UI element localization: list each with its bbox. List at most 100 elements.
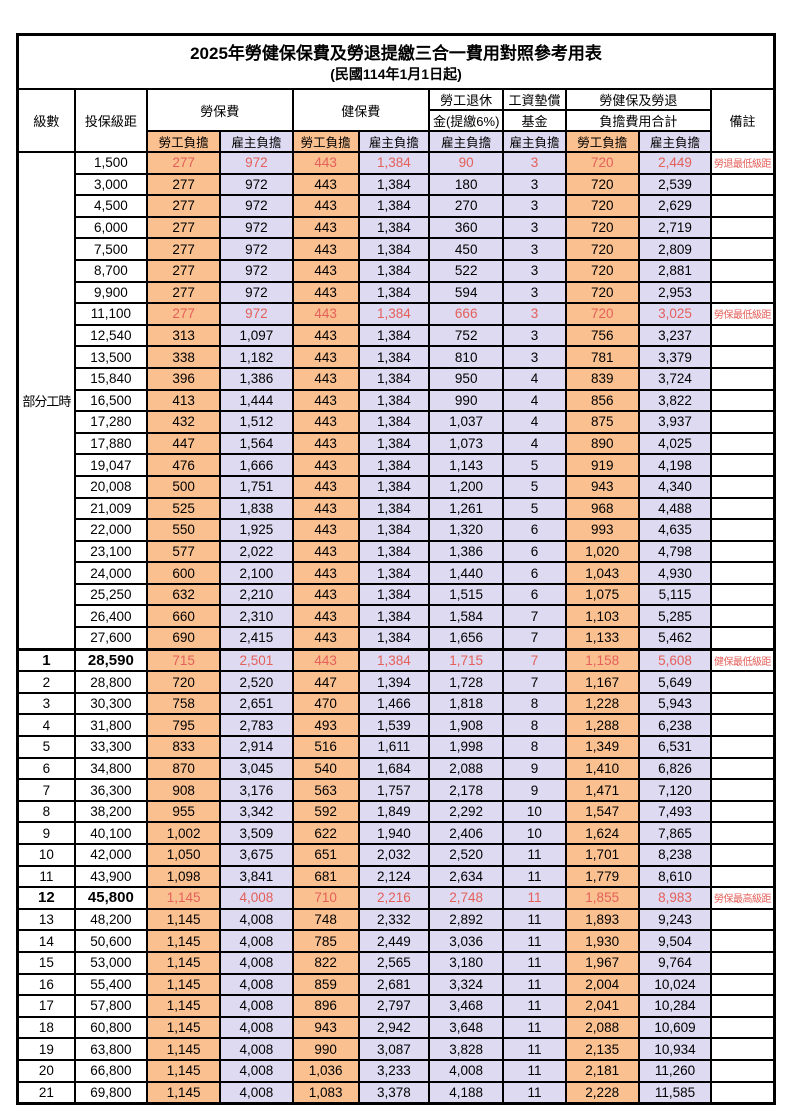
- cell-remark: [710, 453, 776, 477]
- cell-health-employer: 1,384: [357, 561, 431, 585]
- col-header-remark: 備註: [710, 88, 776, 153]
- cell-remark: [710, 410, 776, 434]
- cell-total-employer: 4,025: [637, 431, 713, 456]
- subheader-health-employer: 雇主負擔: [357, 130, 431, 153]
- cell-bracket: 69,800: [73, 1080, 148, 1105]
- cell-bracket: 60,800: [73, 1015, 148, 1040]
- cell-pension-employer: 180: [428, 172, 505, 197]
- cell-remark: [710, 799, 776, 824]
- cell-health-employee: 443: [291, 172, 360, 197]
- cell-labor-employee: 277: [145, 280, 222, 305]
- cell-health-employer: 2,032: [357, 843, 431, 867]
- cell-total-employer: 7,120: [637, 778, 713, 802]
- header-row-3: 勞工負擔 雇主負擔 勞工負擔 雇主負擔 雇主負擔 雇主負擔 勞工負擔 雇主負擔: [18, 130, 775, 153]
- table-row: 5 33,300 833 2,914 516 1,611 1,998 8 1,3…: [16, 735, 776, 759]
- subheader-labor-employer: 雇主負擔: [219, 130, 294, 153]
- cell-total-employee: 968: [564, 496, 640, 521]
- table-row: 15 53,000 1,145 4,008 822 2,565 3,180 11…: [16, 950, 776, 975]
- cell-health-employee: 443: [291, 410, 360, 434]
- cell-labor-employee: 1,145: [145, 1058, 222, 1083]
- cell-total-employee: 720: [564, 237, 640, 261]
- cell-remark: [710, 907, 776, 932]
- cell-labor-employee: 277: [145, 194, 222, 218]
- cell-bracket: 55,400: [73, 972, 148, 997]
- cell-labor-employee: 277: [145, 302, 222, 326]
- cell-pension-employer: 2,406: [428, 821, 505, 845]
- cell-health-employer: 1,384: [357, 518, 431, 542]
- cell-wage-fund-employer: 3: [502, 280, 567, 305]
- cell-pension-employer: 2,748: [428, 886, 505, 910]
- cell-wage-fund-employer: 4: [502, 388, 567, 413]
- cell-labor-employer: 4,008: [219, 1037, 294, 1061]
- cell-health-employer: 1,384: [357, 539, 431, 564]
- cell-labor-employee: 500: [145, 474, 222, 499]
- cell-total-employer: 2,449: [637, 151, 713, 175]
- cell-health-employee: 1,036: [291, 1058, 360, 1083]
- cell-remark: 健保最低級距: [710, 647, 776, 673]
- cell-health-employee: 443: [291, 388, 360, 413]
- cell-total-employee: 2,135: [564, 1037, 640, 1061]
- cell-pension-employer: 1,143: [428, 453, 505, 477]
- cell-total-employee: 1,855: [564, 886, 640, 910]
- cell-level: 19: [16, 1037, 76, 1061]
- cell-wage-fund-employer: 3: [502, 237, 567, 261]
- cell-labor-employee: 396: [145, 366, 222, 391]
- cell-remark: [710, 474, 776, 499]
- cell-wage-fund-employer: 3: [502, 172, 567, 197]
- cell-total-employer: 5,608: [637, 647, 713, 673]
- cell-pension-employer: 360: [428, 215, 505, 240]
- cell-labor-employer: 1,925: [219, 518, 294, 542]
- cell-labor-employer: 2,210: [219, 582, 294, 607]
- cell-total-employer: 5,649: [637, 670, 713, 694]
- cell-bracket: 26,400: [73, 604, 148, 629]
- cell-pension-employer: 810: [428, 345, 505, 369]
- cell-wage-fund-employer: 4: [502, 410, 567, 434]
- cell-labor-employee: 550: [145, 518, 222, 542]
- cell-remark: [710, 864, 776, 889]
- cell-health-employer: 1,611: [357, 735, 431, 759]
- cell-total-employer: 2,539: [637, 172, 713, 197]
- cell-total-employer: 3,379: [637, 345, 713, 369]
- cell-labor-employee: 432: [145, 410, 222, 434]
- cell-total-employee: 993: [564, 518, 640, 542]
- col-header-pension-line2: 金(提繳6%): [428, 109, 505, 132]
- cell-bracket: 28,800: [73, 670, 148, 694]
- cell-labor-employee: 715: [145, 647, 222, 673]
- cell-wage-fund-employer: 11: [502, 1037, 567, 1061]
- cell-bracket: 4,500: [73, 194, 148, 218]
- cell-labor-employee: 955: [145, 799, 222, 824]
- table-row: 8,700 277 972 443 1,384 522 3 720 2,881: [18, 258, 776, 283]
- cell-total-employer: 4,198: [637, 453, 713, 477]
- cell-bracket: 21,009: [73, 496, 148, 521]
- cell-labor-employee: 277: [145, 258, 222, 283]
- cell-total-employee: 1,779: [564, 864, 640, 889]
- cell-health-employee: 443: [291, 345, 360, 369]
- cell-total-employer: 10,284: [637, 994, 713, 1018]
- cell-health-employer: 1,539: [357, 713, 431, 738]
- cell-health-employee: 443: [291, 561, 360, 585]
- cell-level: 1: [16, 647, 76, 673]
- table-row: 1 28,590 715 2,501 443 1,384 1,715 7 1,1…: [16, 647, 776, 673]
- cell-level: 17: [16, 994, 76, 1018]
- cell-remark: [710, 237, 776, 261]
- cell-labor-employer: 2,415: [219, 626, 294, 651]
- cell-bracket: 17,280: [73, 410, 148, 434]
- cell-labor-employer: 972: [219, 280, 294, 305]
- cell-health-employee: 443: [291, 215, 360, 240]
- cell-remark: [710, 561, 776, 585]
- cell-health-employer: 1,384: [357, 582, 431, 607]
- cell-health-employer: 1,384: [357, 604, 431, 629]
- cell-health-employer: 1,466: [357, 691, 431, 716]
- cell-bracket: 24,000: [73, 561, 148, 585]
- cell-labor-employee: 870: [145, 756, 222, 781]
- cell-pension-employer: 270: [428, 194, 505, 218]
- cell-pension-employer: 3,828: [428, 1037, 505, 1061]
- cell-total-employer: 9,243: [637, 907, 713, 932]
- cell-total-employer: 2,809: [637, 237, 713, 261]
- cell-wage-fund-employer: 4: [502, 366, 567, 391]
- cell-total-employee: 2,004: [564, 972, 640, 997]
- cell-total-employee: 839: [564, 366, 640, 391]
- cell-level: 14: [16, 929, 76, 953]
- cell-labor-employee: 908: [145, 778, 222, 802]
- cell-health-employee: 443: [291, 431, 360, 456]
